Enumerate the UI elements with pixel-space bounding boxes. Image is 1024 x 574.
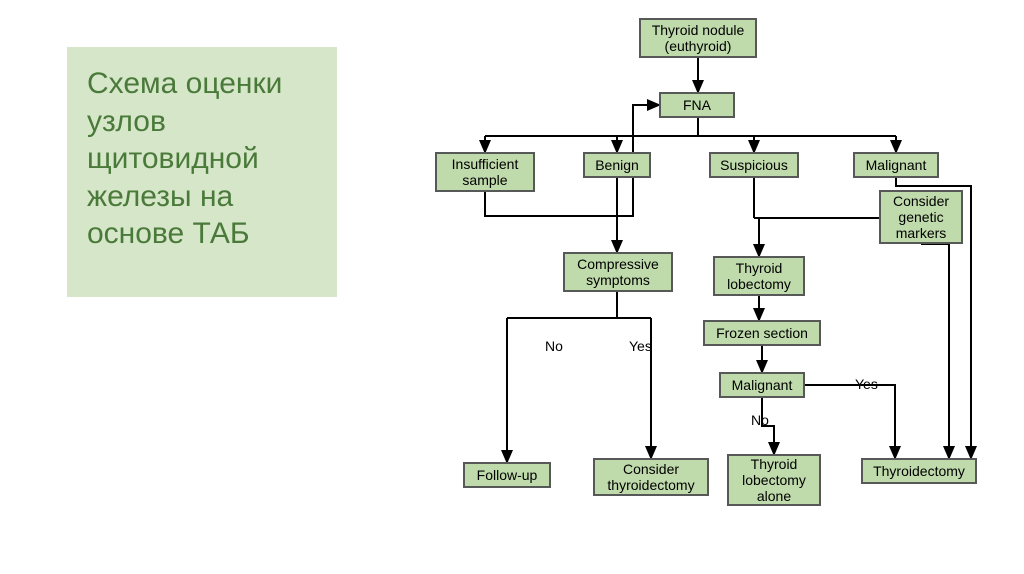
node-susp: Suspicious xyxy=(709,152,799,178)
node-start: Thyroid nodule (euthyroid) xyxy=(639,18,757,58)
node-alone: Thyroid lobectomy alone xyxy=(727,454,821,506)
node-consider: Consider thyroidectomy xyxy=(593,458,709,496)
edge-label-no2: No xyxy=(751,412,769,428)
node-thyroidectomy: Thyroidectomy xyxy=(861,458,977,484)
edge-label-yes1: Yes xyxy=(629,338,652,354)
edge-label-yes2: Yes xyxy=(855,376,878,392)
flowchart: Thyroid nodule (euthyroid) FNA Insufficien… xyxy=(415,18,1005,558)
title-panel: Схема оценки узлов щитовидной железы на … xyxy=(67,47,337,297)
node-malig: Malignant xyxy=(853,152,939,178)
title-text: Схема оценки узлов щитовидной железы на … xyxy=(87,67,282,250)
node-followup: Follow-up xyxy=(463,462,551,488)
edge-label-no1: No xyxy=(545,338,563,354)
node-fna: FNA xyxy=(659,92,735,118)
node-gen: Consider genetic markers xyxy=(879,190,963,244)
node-benign: Benign xyxy=(583,152,651,178)
node-malig2: Malignant xyxy=(719,372,805,398)
node-comp: Compressive symptoms xyxy=(563,252,673,292)
node-frozen: Frozen section xyxy=(703,320,821,346)
node-lobec: Thyroid lobectomy xyxy=(713,256,805,296)
node-insuf: Insufficient sample xyxy=(435,152,535,192)
